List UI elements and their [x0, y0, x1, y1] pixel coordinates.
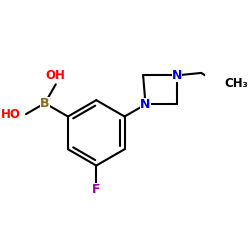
Text: N: N	[140, 98, 151, 111]
Text: F: F	[92, 183, 100, 196]
Text: CH₃: CH₃	[224, 77, 248, 90]
Text: N: N	[172, 69, 182, 82]
Text: OH: OH	[46, 69, 66, 82]
Text: HO: HO	[1, 108, 21, 120]
Text: B: B	[40, 97, 50, 110]
